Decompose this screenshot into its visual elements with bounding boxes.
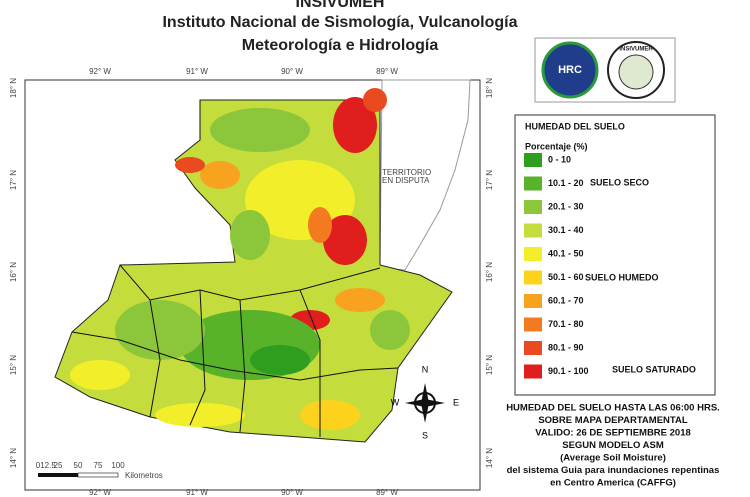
legend-label: 20.1 - 30 [548, 201, 584, 211]
latitude-label: 15° N [9, 355, 18, 375]
scale-label: 25 [54, 461, 63, 470]
legend-box [514, 114, 716, 396]
latitude-label: 16° N [9, 262, 18, 282]
longitude-label: 91° W [186, 488, 208, 497]
map [54, 79, 471, 443]
latitude-label: 16° N [485, 262, 494, 282]
note-line: (Average Soil Moisture) [560, 453, 666, 464]
note-line: SEGUN MODELO ASM [562, 440, 664, 451]
legend-swatch [524, 294, 542, 308]
logos: HRC INSIVUMEH [534, 37, 676, 103]
compass-n: N [422, 364, 429, 374]
legend-swatch [524, 247, 542, 261]
legend-swatch [524, 200, 542, 214]
longitude-label: 92° W [89, 67, 111, 76]
longitude-label: 89° W [376, 67, 398, 76]
scale-unit: Kilometros [125, 471, 163, 480]
note-line: VALIDO: 26 DE SEPTIEMBRE 2018 [535, 428, 691, 439]
scale-label: 100 [111, 461, 125, 470]
note-line: SOBRE MAPA DEPARTAMENTAL [538, 415, 688, 426]
legend-label: 80.1 - 90 [548, 342, 584, 352]
legend-label: 60.1 - 70 [548, 295, 584, 305]
legend-label: 50.1 - 60 [548, 272, 584, 282]
legend-swatch [524, 317, 542, 332]
legend-label: 0 - 10 [548, 154, 571, 164]
note-line: HUMEDAD DEL SUELO HASTA LAS 06:00 HRS. [506, 403, 720, 414]
longitude-label: 90° W [281, 488, 303, 497]
header-title: INSIVUMEH [296, 0, 385, 11]
latitude-label: 14° N [485, 448, 494, 468]
legend-label: 90.1 - 100 [548, 366, 589, 376]
longitude-label: 89° W [376, 488, 398, 497]
compass-w: W [391, 397, 400, 407]
logo-hrc: HRC [558, 64, 582, 76]
scale-label: 75 [94, 461, 103, 470]
header-line2: Meteorología e Hidrología [242, 37, 439, 54]
legend-swatch [524, 270, 542, 285]
region-label: EN DISPUTA [382, 176, 430, 185]
legend-label: 30.1 - 40 [548, 225, 584, 235]
logo-insivumeh: INSIVUMEH [619, 47, 652, 53]
longitude-label: 91° W [186, 67, 208, 76]
latitude-label: 18° N [485, 78, 494, 98]
header-line1: Instituto Nacional de Sismología, Vulcan… [162, 14, 517, 31]
note-line: en Centro America (CAFFG) [550, 478, 676, 489]
legend-group: SUELO SECO [590, 177, 649, 187]
scale-label: 50 [74, 461, 83, 470]
legend-label: 70.1 - 80 [548, 319, 584, 329]
compass-e: E [453, 397, 459, 407]
latitude-label: 17° N [9, 170, 18, 190]
latitude-label: 14° N [9, 448, 18, 468]
legend-swatch [524, 364, 542, 379]
latitude-label: 17° N [485, 170, 494, 190]
legend-group: SUELO SATURADO [612, 364, 696, 374]
legend-swatch [524, 223, 542, 238]
scale-label: 0 [36, 461, 41, 470]
latitude-label: 18° N [9, 78, 18, 98]
compass-s: S [422, 430, 428, 440]
scale-bar [38, 472, 119, 478]
legend-swatch [524, 341, 542, 355]
legend-label: 40.1 - 50 [548, 248, 584, 258]
legend-swatch [524, 176, 542, 191]
region-label: TERRITORIO [382, 168, 431, 177]
latitude-label: 15° N [485, 355, 494, 375]
legend-label: 10.1 - 20 [548, 178, 584, 188]
longitude-label: 92° W [89, 488, 111, 497]
legend-swatch [524, 153, 542, 167]
compass [405, 383, 445, 423]
legend-subtitle: Porcentaje (%) [525, 141, 588, 151]
longitude-label: 90° W [281, 67, 303, 76]
legend-title: HUMEDAD DEL SUELO [525, 121, 625, 131]
note-line: del sistema Guia para inundaciones repen… [507, 465, 720, 476]
scale-label: 12.5 [40, 461, 56, 470]
legend-group: SUELO HUMEDO [585, 272, 659, 282]
